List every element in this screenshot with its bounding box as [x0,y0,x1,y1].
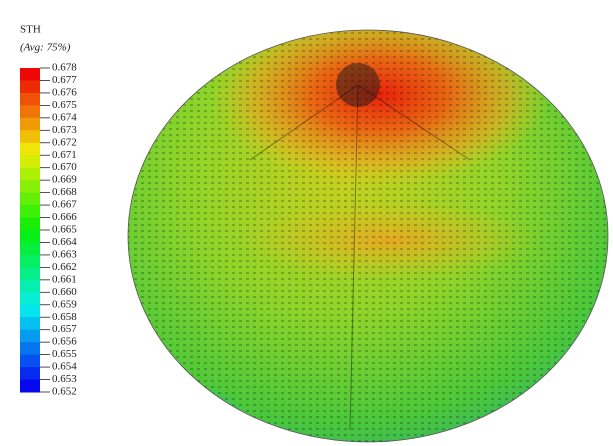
legend-label: 0.677 [52,74,77,86]
legend-label: 0.654 [52,361,77,373]
legend-label: 0.659 [52,298,77,310]
legend-band [20,380,40,393]
legend-band [20,80,40,93]
legend-label: 0.670 [52,161,77,173]
legend-band [20,218,40,231]
legend-label: 0.656 [52,336,77,348]
legend-label: 0.669 [52,174,77,186]
legend-band [20,180,40,193]
legend-label: 0.675 [52,99,77,111]
legend-band [20,105,40,118]
legend-label: 0.676 [52,86,77,98]
legend-band [20,305,40,318]
legend-band [20,193,40,206]
legend-band [20,292,40,305]
legend-label: 0.674 [52,111,77,123]
legend-band [20,230,40,243]
legend-band [20,342,40,355]
legend-label: 0.678 [52,62,77,74]
legend-band [20,355,40,368]
legend-title: STH [20,24,41,36]
legend-band [20,143,40,156]
legend-band [20,367,40,380]
legend-band [20,93,40,106]
legend-band [20,280,40,293]
legend-label: 0.661 [52,273,77,285]
legend-label: 0.653 [52,373,77,385]
legend-band [20,130,40,143]
legend-label: 0.665 [52,224,77,236]
sphere [110,5,608,446]
legend-band [20,155,40,168]
legend-subtitle: (Avg: 75%) [20,42,71,54]
legend-band [20,317,40,330]
legend-band [20,68,40,81]
legend-band [20,267,40,280]
legend-label: 0.660 [52,286,77,298]
legend-label: 0.662 [52,261,77,273]
legend: 0.6780.6770.6760.6750.6740.6730.6720.671… [20,62,77,398]
legend-band [20,255,40,268]
legend-label: 0.666 [52,211,77,223]
legend-label: 0.663 [52,248,77,260]
legend-band [20,118,40,131]
legend-band [20,242,40,255]
legend-band [20,205,40,218]
legend-label: 0.672 [52,136,77,148]
legend-label: 0.668 [52,186,77,198]
legend-label: 0.673 [52,124,77,136]
legend-label: 0.671 [52,149,77,161]
legend-label: 0.667 [52,199,77,211]
contour-view: STH (Avg: 75%) 0.6780.6770.6760.6750.674… [0,0,613,446]
legend-label: 0.652 [52,386,77,398]
legend-label: 0.655 [52,348,77,360]
legend-label: 0.657 [52,323,77,335]
legend-label: 0.658 [52,311,77,323]
legend-label: 0.664 [52,236,77,248]
legend-band [20,168,40,181]
legend-band [20,330,40,343]
